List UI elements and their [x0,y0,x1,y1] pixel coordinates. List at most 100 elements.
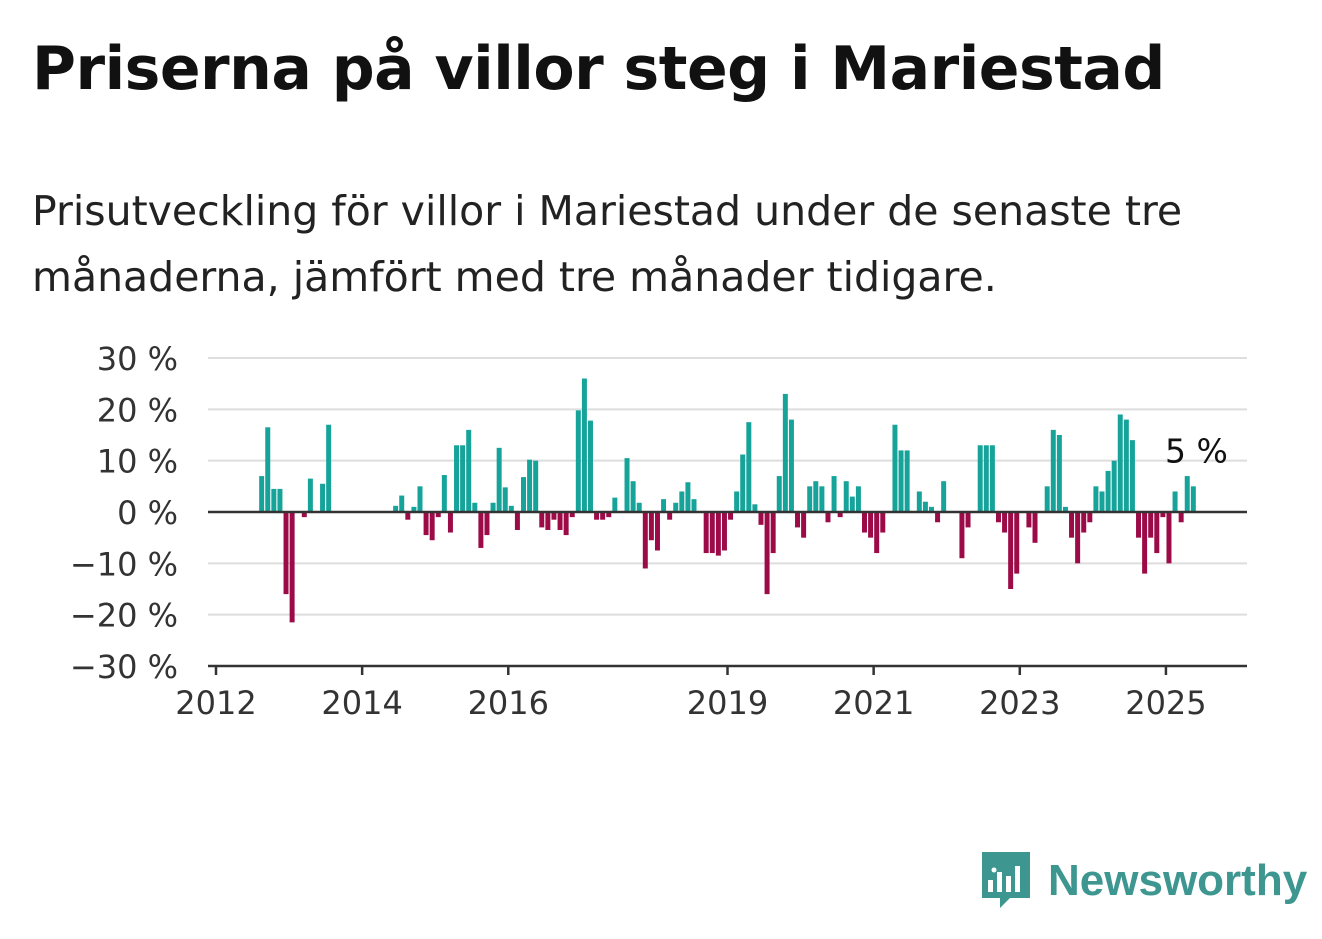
bar [259,476,265,512]
bar [575,410,581,512]
bar [587,420,593,512]
x-tick-label: 2014 [321,684,402,722]
bar [1026,512,1032,528]
bars [259,378,1196,623]
bar [484,512,490,536]
bar [539,512,545,528]
bar [922,501,928,512]
bar [514,512,520,530]
bar [661,499,667,512]
bar [460,445,466,512]
bar [868,512,874,538]
bar-chart: 30 %20 %10 %0 %−10 %−20 %−30 % 2012 2014 2… [70,340,1247,722]
bar [807,486,813,512]
bar [393,505,399,512]
y-tick-label: −20 % [70,597,178,635]
chart-subtitle: Prisutveckling för villor i Mariestad un… [32,187,1183,301]
bar [758,512,764,525]
bar [1081,512,1087,533]
bar [411,506,417,512]
bar [533,460,539,512]
bar [1184,476,1190,512]
bar [1129,440,1135,512]
bar [995,512,1001,523]
brand-name: Newsworthy [1048,856,1308,905]
bar [399,495,405,512]
bar [502,487,508,512]
bar [557,512,563,530]
bar [795,512,801,528]
bar [959,512,965,559]
y-tick-label: 10 % [97,443,178,481]
bar [301,512,307,518]
bar [1087,512,1093,523]
bar [624,458,630,512]
bar [721,512,727,551]
bar [977,445,983,512]
bar [782,393,788,512]
bar [1142,512,1148,574]
bar [606,512,612,518]
bar [1190,486,1196,512]
bar [600,512,606,520]
y-tick-label: −10 % [70,545,178,583]
bar [1008,512,1014,589]
bar [709,512,715,554]
bar [630,481,636,512]
bar [928,506,934,512]
bar [1172,491,1178,512]
bar [569,512,575,518]
bar [496,447,502,512]
bar [715,512,721,556]
bar [521,477,526,512]
x-tick-label: 2023 [979,684,1060,722]
bar [289,512,295,623]
bar [307,478,313,512]
bar [837,512,843,518]
bar [1032,512,1038,543]
y-tick-label: 0 % [117,494,178,532]
bar [1148,512,1154,538]
chart-title: Priserna på villor steg i Mariestad [32,34,1165,104]
bar [667,512,673,520]
bar [788,419,794,512]
x-tick-label: 2012 [175,684,256,722]
bar [728,512,734,520]
y-tick-label: 30 % [97,340,178,378]
bar [965,512,971,528]
bar [581,378,587,512]
bar [874,512,880,554]
y-tick-label: 20 % [97,391,178,429]
bar [478,512,484,548]
bar [490,502,496,512]
bar [1002,512,1008,533]
bar [1166,512,1172,564]
last-value-annotation: 5 % [1165,432,1228,471]
newsworthy-chart-icon [982,852,1030,908]
bar [545,512,551,530]
bar [423,512,429,536]
bar [813,481,819,512]
bar [679,491,685,512]
bar [740,454,746,512]
bar [770,512,776,554]
x-tick-label: 2016 [468,684,549,722]
bar [1075,512,1081,564]
bar [989,445,995,512]
bar [1105,470,1111,512]
bar [612,497,618,512]
bar [447,512,453,533]
bar [405,512,411,520]
bar [1178,512,1184,523]
bar [472,502,478,512]
bar [685,482,691,512]
x-axis: 2012 2014 2016 2019 2021 2023 2025 [175,664,1247,722]
bar [283,512,289,595]
bar [1099,491,1105,512]
x-tick-label: 2019 [687,684,768,722]
bar [825,512,831,523]
bar [843,481,849,512]
bar [1062,506,1068,512]
y-axis-ticks: 30 % 20 % 10 % 0 % −10 % −20 % −30 % [70,340,178,686]
bar [703,512,709,554]
